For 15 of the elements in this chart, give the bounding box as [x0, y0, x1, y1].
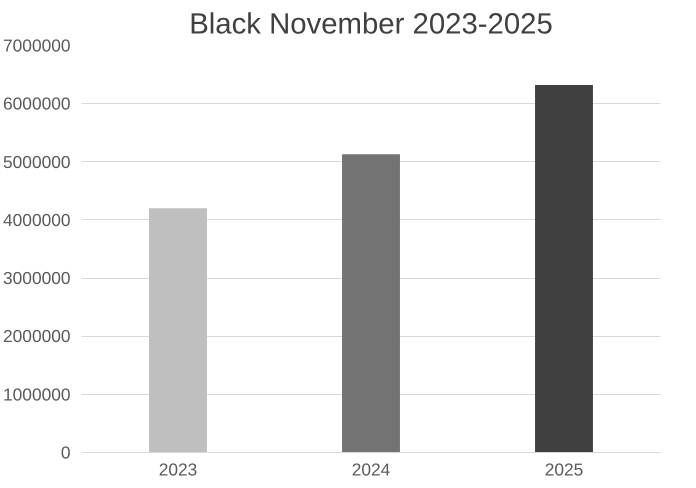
y-tick-label: 7000000	[3, 36, 71, 56]
y-tick-label: 5000000	[3, 152, 71, 172]
y-tick-label: 1000000	[3, 384, 71, 404]
y-tick-label: 0	[60, 442, 71, 462]
bar	[149, 208, 207, 452]
bar	[535, 85, 593, 452]
y-tick-label: 6000000	[3, 94, 71, 114]
y-tick-label: 2000000	[3, 326, 71, 346]
x-tick-label: 2024	[352, 460, 391, 480]
y-tick-label: 3000000	[3, 268, 71, 288]
x-tick-label: 2025	[544, 460, 584, 480]
y-tick-label: 4000000	[3, 210, 71, 230]
x-tick-label: 2023	[158, 460, 198, 480]
chart-title: Black November 2023-2025	[189, 8, 553, 40]
bar	[342, 154, 400, 452]
